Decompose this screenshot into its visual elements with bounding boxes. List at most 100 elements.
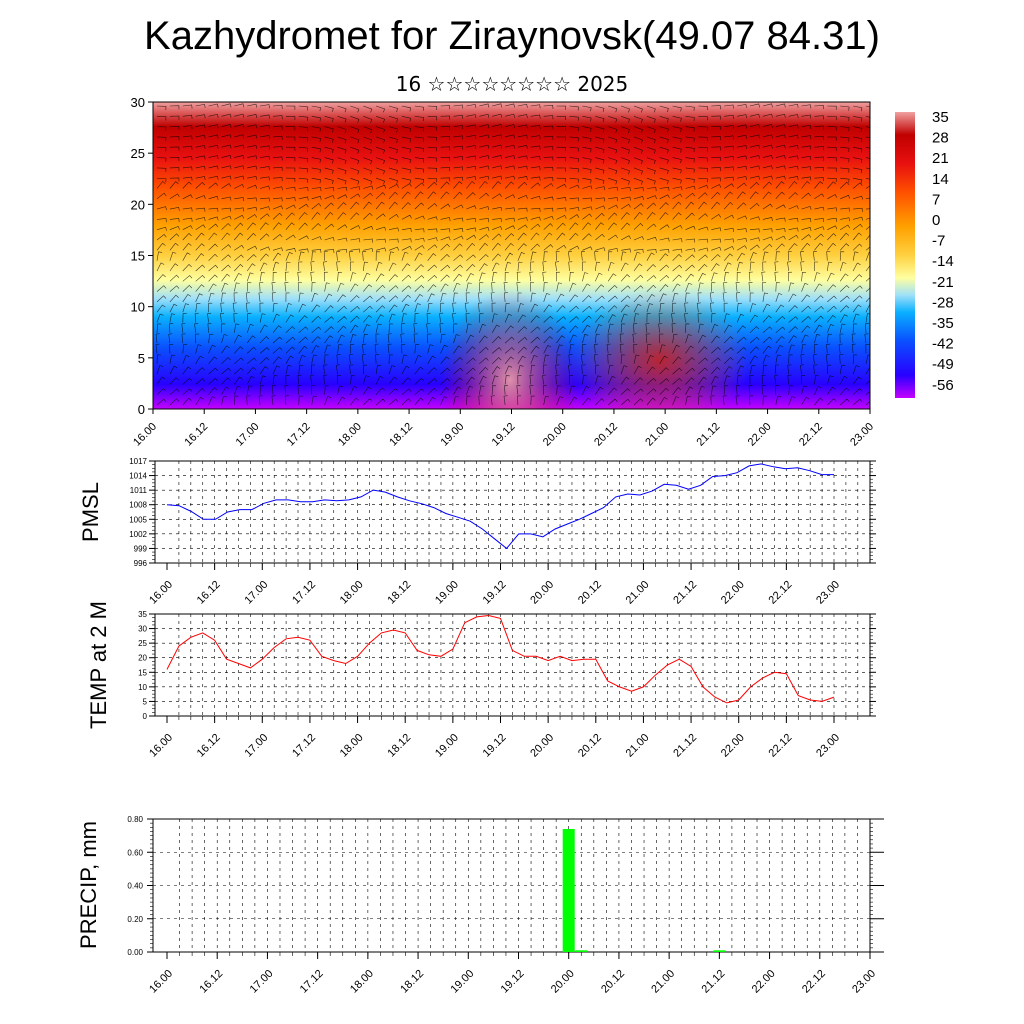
precip-x-tick-label: 17.12 <box>298 968 326 996</box>
precip-y-label: PRECIP, mm <box>76 821 101 949</box>
temp-y-tick-label: 5 <box>143 697 148 706</box>
precip-bar <box>562 829 575 952</box>
precip-x-tick-label: 16.12 <box>197 968 225 996</box>
precip-x-tick-label: 19.12 <box>499 968 527 996</box>
colorbar-labels: 35 28 21 14 7 0 -7 -14 -21 -28 -35 -42 -49 -56 <box>932 109 954 394</box>
precip-bar <box>575 950 588 952</box>
cs-x-tick-label: 16.12 <box>182 421 210 449</box>
pmsl-x-tick-label: 22.00 <box>719 579 747 607</box>
temp-y-tick-label: 10 <box>138 683 147 692</box>
pmsl-x-tick-label: 17.12 <box>290 579 318 607</box>
precip-bar <box>713 950 726 952</box>
colorbar-label: -56 <box>932 377 954 394</box>
precip-x-tick-label: 21.00 <box>649 968 677 996</box>
colorbar: 35 28 21 14 7 0 -7 -14 -21 -28 -35 -42 -49 -56 <box>895 109 954 398</box>
pmsl-grid <box>155 461 870 567</box>
pmsl-x-tick-label: 17.00 <box>242 579 270 607</box>
cs-x-tick-label: 23.00 <box>848 421 876 449</box>
temp-x-tick-label: 17.12 <box>290 732 318 760</box>
warm-core <box>440 290 580 409</box>
temp-x-tick-label: 20.12 <box>576 732 604 760</box>
precip-x-tick-label: 18.00 <box>348 968 376 996</box>
temp-x-tick-label: 22.12 <box>767 732 795 760</box>
colorbar-label: -21 <box>932 274 954 291</box>
pmsl-y-tick-label: 1005 <box>129 515 147 524</box>
cs-y-tick-label: 15 <box>131 249 145 264</box>
cs-x-tick-label: 22.12 <box>797 421 825 449</box>
cs-y-tick-label: 10 <box>131 300 145 315</box>
pmsl-y-tick-label: 1017 <box>129 457 147 466</box>
cs-y-tick-label: 30 <box>131 95 145 110</box>
precip-bars <box>562 829 726 952</box>
temp-x-tick-label: 16.12 <box>195 732 223 760</box>
warm-area <box>570 290 750 409</box>
pmsl-x-tick-label: 18.12 <box>385 579 413 607</box>
pmsl-y-tick-label: 1011 <box>130 486 148 495</box>
pmsl-y-tick-label: 1014 <box>129 472 147 481</box>
pmsl-x-tick-label: 20.12 <box>576 579 604 607</box>
temp-y-tick-label: 30 <box>138 625 147 634</box>
pmsl-y-tick-label: 996 <box>134 559 148 568</box>
precip-x-tick-label: 16.00 <box>147 968 175 996</box>
cs-x-tick-label: 17.12 <box>285 421 313 449</box>
temp-y-tick-label: 35 <box>138 610 147 619</box>
pmsl-x-tick-label: 23.00 <box>814 579 842 607</box>
temp-x-tick-label: 19.00 <box>433 732 461 760</box>
pmsl-x-tick-label: 21.00 <box>624 579 652 607</box>
cs-y-tick-label: 0 <box>138 402 145 417</box>
wind-barbs <box>155 103 870 406</box>
pmsl-y-label: PMSL <box>78 482 103 542</box>
precip-x-tick-label: 21.12 <box>700 968 728 996</box>
cs-y-tick-label: 5 <box>138 351 145 366</box>
temp-panel: 0 5 10 15 20 25 30 35 16.00 16.12 17.00 17.12 18.00… <box>86 601 876 760</box>
colorbar-label: 14 <box>932 171 949 188</box>
pmsl-x-tick-label: 20.00 <box>528 579 556 607</box>
colorbar-label: -49 <box>932 356 954 373</box>
pmsl-y-tick-label: 1002 <box>129 530 147 539</box>
precip-x-tick-label: 22.00 <box>750 968 778 996</box>
temp-y-tick-label: 0 <box>143 712 148 721</box>
cs-y-tick-label: 20 <box>131 197 145 212</box>
temp-x-tick-label: 17.00 <box>242 732 270 760</box>
temp-x-tick-label: 18.00 <box>338 732 366 760</box>
precip-y-tick-label: 0.60 <box>127 848 143 857</box>
temp-y-axis: 0 5 10 15 20 25 30 35 <box>138 610 876 721</box>
precip-y-axis: 0.00 0.20 0.40 0.60 0.80 <box>127 815 884 957</box>
colorbar-bar <box>895 112 915 398</box>
chart-title: Kazhydromet for Ziraynovsk(49.07 84.31) <box>144 14 880 58</box>
temp-x-tick-label: 18.12 <box>385 732 413 760</box>
temp-series-line <box>166 614 835 704</box>
pmsl-x-tick-label: 21.12 <box>671 579 699 607</box>
cross-section-y-axis: 0 5 10 15 20 25 30 <box>131 95 153 417</box>
precip-x-axis: 16.00 16.12 17.00 17.12 18.00 18.12 19.00 19.12… <box>147 952 878 996</box>
cs-x-tick-label: 21.00 <box>643 421 671 449</box>
precip-y-tick-label: 0.40 <box>127 882 143 891</box>
temp-x-tick-label: 21.12 <box>671 732 699 760</box>
temp-x-tick-label: 21.00 <box>624 732 652 760</box>
cs-x-tick-label: 19.00 <box>438 421 466 449</box>
colorbar-label: 7 <box>932 191 940 208</box>
precip-panel: 0.00 0.20 0.40 0.60 0.80 16.00 16.12 17.00 17.1… <box>76 815 884 996</box>
pmsl-x-tick-label: 19.00 <box>433 579 461 607</box>
temp-y-label: TEMP at 2 M <box>86 601 111 729</box>
cross-section-panel: 0 5 10 15 20 25 30 16.00 16.12 17.00 17.12 18.00 18… <box>131 95 954 449</box>
precip-x-tick-label: 22.12 <box>800 968 828 996</box>
colorbar-label: 28 <box>932 130 949 147</box>
temp-y-tick-label: 25 <box>138 639 147 648</box>
temp-x-tick-label: 19.12 <box>481 732 509 760</box>
precip-x-tick-label: 19.00 <box>448 968 476 996</box>
pmsl-series-line <box>166 463 834 550</box>
precip-grid <box>153 819 870 956</box>
cs-y-tick-label: 25 <box>131 146 145 161</box>
cs-x-tick-label: 16.00 <box>131 421 159 449</box>
precip-y-tick-label: 0.20 <box>127 915 143 924</box>
chart-subtitle: 16 ☆☆☆☆☆☆☆☆ 2025 <box>395 72 629 96</box>
precip-x-tick-label: 20.00 <box>549 968 577 996</box>
cs-x-tick-label: 18.00 <box>336 421 364 449</box>
pmsl-panel: 996 999 1002 1005 1008 1011 1014 1017 16.00 16.1… <box>78 457 876 607</box>
cs-x-tick-label: 19.12 <box>490 421 518 449</box>
colorbar-label: -7 <box>932 233 945 250</box>
cs-x-tick-label: 17.00 <box>234 421 262 449</box>
cs-x-tick-label: 21.12 <box>695 421 723 449</box>
